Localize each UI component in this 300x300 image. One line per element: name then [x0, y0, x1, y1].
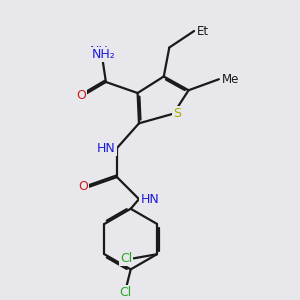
Text: Et: Et: [197, 25, 209, 38]
Text: O: O: [76, 89, 86, 102]
Text: S: S: [173, 107, 181, 120]
Text: O: O: [78, 180, 88, 193]
Text: Me: Me: [222, 73, 239, 86]
Text: NH₂: NH₂: [90, 45, 114, 58]
Text: HN: HN: [97, 142, 116, 154]
Text: HN: HN: [140, 193, 159, 206]
Text: Cl: Cl: [119, 286, 131, 299]
Text: NH₂: NH₂: [91, 48, 115, 61]
Text: Cl: Cl: [120, 252, 132, 265]
